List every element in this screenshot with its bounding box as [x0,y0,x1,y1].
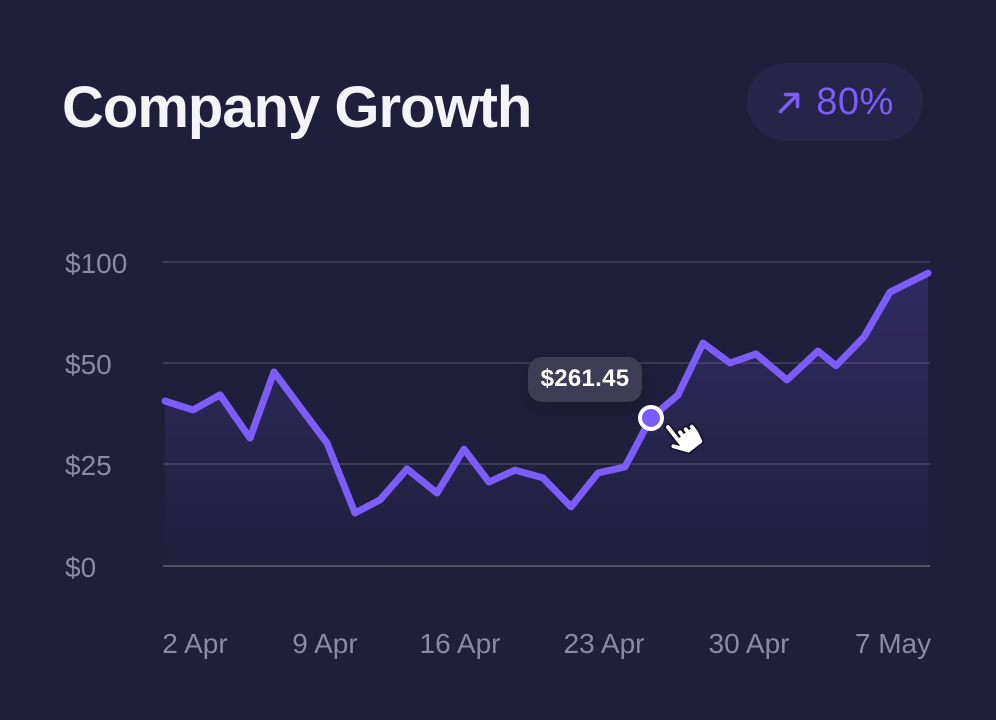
arrow-up-right-icon [778,92,800,113]
data-point-tooltip: $261.45 [528,356,642,402]
y-axis-tick-label: $50 [65,349,112,380]
x-axis-tick-label: 7 May [854,628,932,659]
x-axis-tick-label: 23 Apr [563,628,645,659]
page-title: Company Growth [62,75,532,140]
growth-badge-value: 80% [816,80,894,123]
x-axis-tick-label: 9 Apr [292,628,358,659]
area-fill [165,273,928,566]
y-axis-tick-label: $0 [65,552,97,583]
growth-trend-badge: 80% [747,63,923,141]
x-axis-tick-label: 30 Apr [708,628,790,659]
x-axis-tick-label: 16 Apr [419,628,501,659]
x-axis-tick-label: 2 Apr [162,628,228,659]
line-series [161,269,932,517]
y-axis-tick-label: $100 [65,248,128,279]
y-axis-tick-label: $25 [65,450,112,481]
highlighted-point[interactable] [642,408,660,427]
tooltip-value: $261.45 [540,365,630,393]
